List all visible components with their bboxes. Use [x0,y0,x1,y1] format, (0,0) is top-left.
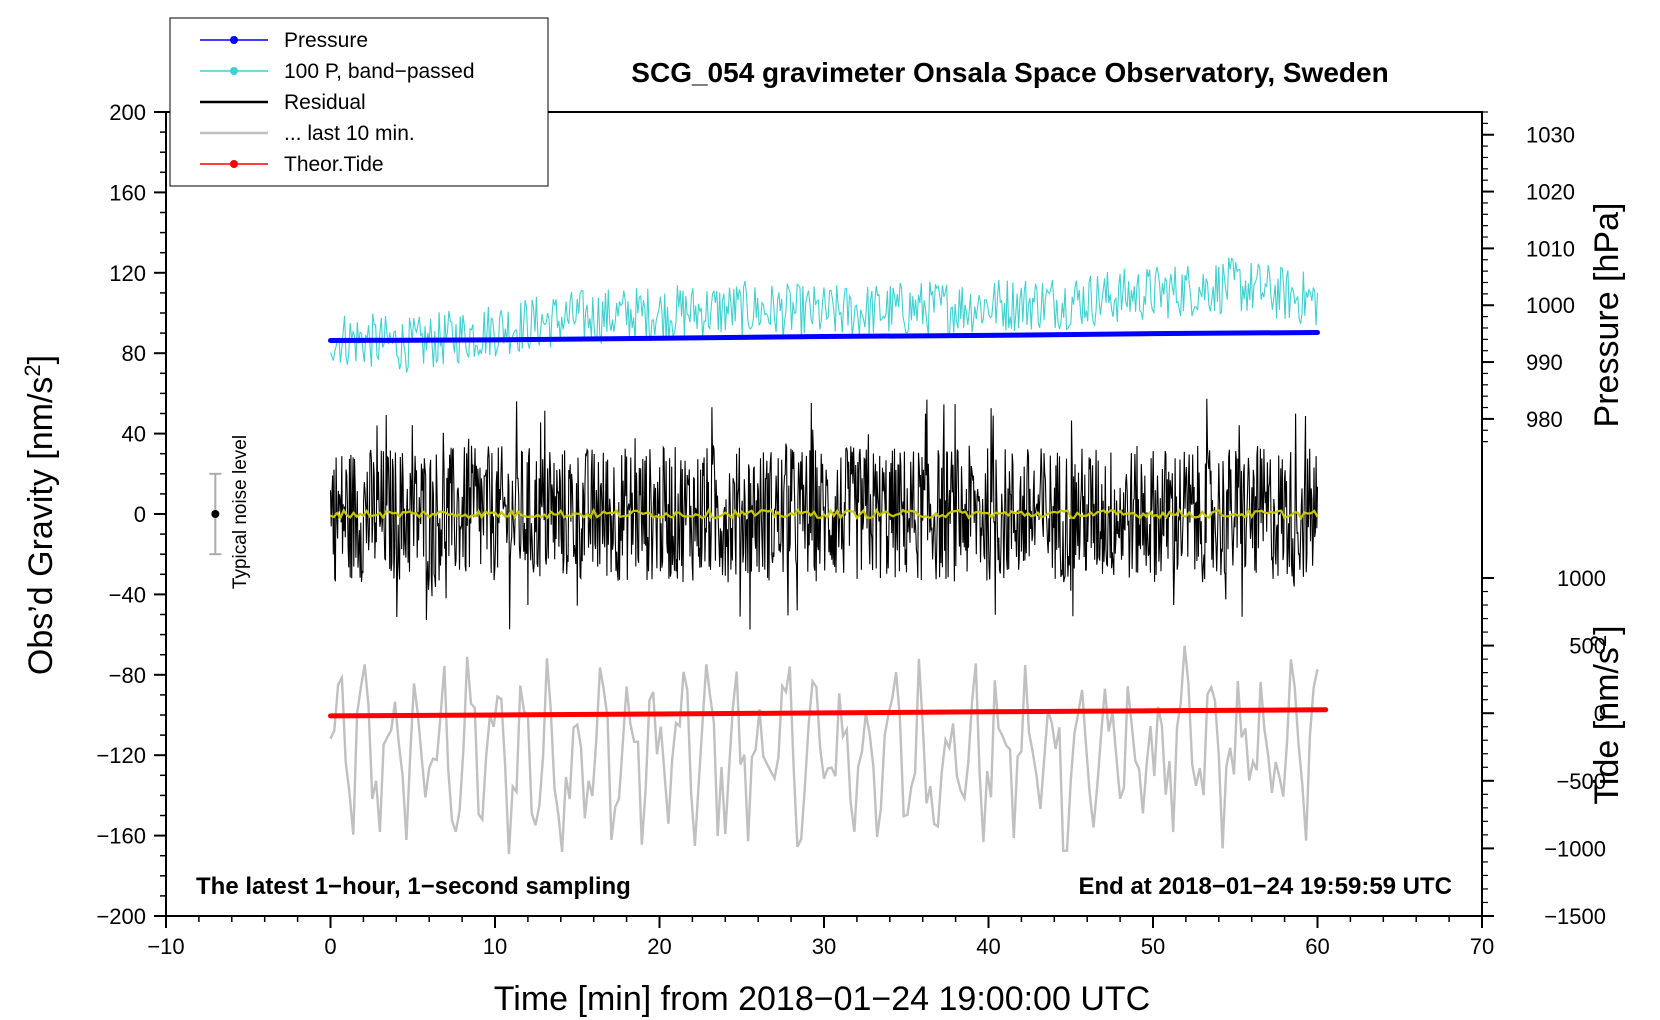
x-tick-label: 70 [1470,934,1494,959]
annotation-left: The latest 1−hour, 1−second sampling [196,873,631,900]
y-tick-label: 160 [109,180,146,205]
pressure-axis-title: Pressure [hPa] [1588,203,1626,428]
chart-title: SCG_054 gravimeter Onsala Space Observat… [631,57,1388,88]
tick-layer: −10 0 10 20 30 40 50 60 7020016012080400−40−80−1… [96,100,1606,959]
y-axis-left-title: Obs’d Gravity [nm/s2] [20,355,60,675]
legend-label: Pressure [284,29,368,52]
y-tick-label: 200 [109,100,146,125]
y-tick-label: −80 [109,663,146,688]
pressure-tick-label: 990 [1526,350,1563,375]
y-tick-label: −160 [96,824,146,849]
x-tick-label: 40 [976,934,1000,959]
legend-label: 100 P, band−passed [284,60,475,83]
x-tick-label: 60 [1305,934,1329,959]
series-line [328,707,1329,719]
tide-axis-title-main: Tide [nm/s [1588,647,1626,804]
legend-label: Residual [284,91,366,114]
y-tick-label: 80 [122,341,146,366]
series-layer [328,257,1329,855]
noise-label: Typical noise level [230,435,251,589]
legend-swatch-marker [230,67,238,75]
y-tick-label: −200 [96,904,146,929]
x-tick-label: 50 [1141,934,1165,959]
pressure-tick-label: 980 [1526,407,1563,432]
tide-tick-label: 500 [1569,634,1606,659]
series-line [329,257,1319,373]
tide-tick-label: −1000 [1544,836,1606,861]
y-axis-left-title-main: Obs’d Gravity [nm/s [22,377,60,676]
y-tick-label: −120 [96,743,146,768]
series-line [328,330,1320,343]
y-axis-left-title-superscript: 2 [20,364,45,376]
tide-axis-title-superscript: 2 [1586,635,1611,647]
y-axis-left-title-close: ] [22,355,60,364]
pressure-tick-label: 1020 [1526,180,1575,205]
y-tick-label: 0 [134,502,146,527]
x-tick-label: 30 [812,934,836,959]
x-tick-label: 10 [483,934,507,959]
legend-swatch-marker [230,160,238,168]
x-axis-title: Time [min] from 2018−01−24 19:00:00 UTC [494,980,1150,1018]
noise-indicator [209,472,222,556]
tide-tick-label: −500 [1556,769,1606,794]
x-tick-label: 20 [647,934,671,959]
annotation-right: End at 2018−01−24 19:59:59 UTC [1078,873,1452,900]
x-tick-label: −10 [147,934,184,959]
legend-swatch-marker [230,36,238,44]
legend: Pressure 100 P, band−passed Residual ... la… [169,17,549,187]
tide-tick-label: 0 [1594,701,1606,726]
y-tick-label: 120 [109,261,146,286]
tide-tick-label: −1500 [1544,904,1606,929]
y-tick-label: −40 [109,582,146,607]
pressure-tick-label: 1030 [1526,123,1575,148]
tide-axis-title: Tide [nm/s2] [1586,625,1626,804]
tide-tick-label: 1000 [1557,566,1606,591]
noise-bar-point [211,510,220,518]
pressure-tick-label: 1010 [1526,236,1575,261]
y-tick-label: 40 [122,422,146,447]
tide-axis-title-close: ] [1588,625,1626,634]
legend-label: Theor.Tide [284,153,384,176]
series-line [330,507,1319,521]
x-tick-label: 0 [324,934,336,959]
legend-label: ... last 10 min. [284,122,415,145]
pressure-tick-label: 1000 [1526,293,1575,318]
series-line [329,398,1319,630]
